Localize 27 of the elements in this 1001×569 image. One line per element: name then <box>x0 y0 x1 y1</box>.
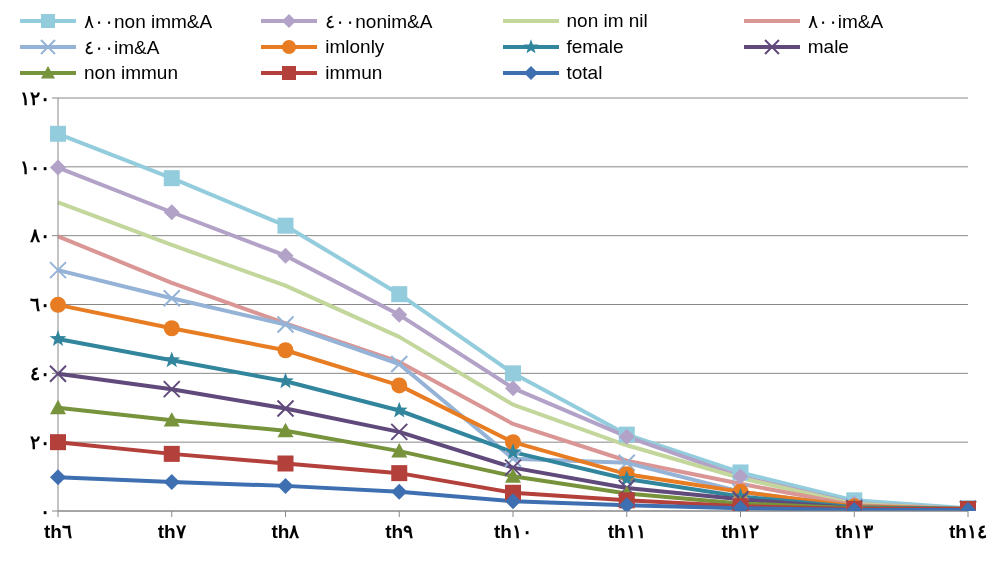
legend-label: total <box>566 62 603 84</box>
x-tick-label: th٦ <box>44 521 72 543</box>
legend-label: female <box>566 36 624 58</box>
x-tick-label: th٨ <box>271 521 301 543</box>
legend-label: male <box>807 36 849 58</box>
legend-label: ٨٠٠im&A <box>807 9 884 33</box>
x-tick-label: th٩ <box>385 521 414 543</box>
x-tick-label: th١٢ <box>721 521 760 543</box>
legend-label: immun <box>325 62 383 84</box>
x-tick-label: th١١ <box>607 521 646 543</box>
legend-label: non immun <box>84 62 178 84</box>
y-tick-label: ٦٠ <box>30 294 50 316</box>
legend-label: ٤٠٠im&A <box>84 35 160 59</box>
y-tick-label: ٢٠ <box>30 431 50 453</box>
legend-label: imlonly <box>325 36 385 58</box>
y-tick-label: ١٠٠ <box>20 156 50 178</box>
y-tick-label: ٠ <box>40 500 50 522</box>
x-tick-label: th١٣ <box>835 521 875 543</box>
legend-label: ٤٠٠nonim&A <box>325 9 433 33</box>
x-tick-label: th١٠ <box>494 521 532 543</box>
y-tick-label: ٤٠ <box>30 363 50 385</box>
y-tick-label: ٨٠ <box>29 225 50 247</box>
x-tick-label: th١٤ <box>949 521 987 543</box>
y-tick-label: ١٢٠ <box>20 87 50 109</box>
x-tick-label: th٧ <box>157 521 187 543</box>
legend-label: non im nil <box>566 10 648 32</box>
legend-label: ٨٠٠non imm&A <box>84 9 213 33</box>
